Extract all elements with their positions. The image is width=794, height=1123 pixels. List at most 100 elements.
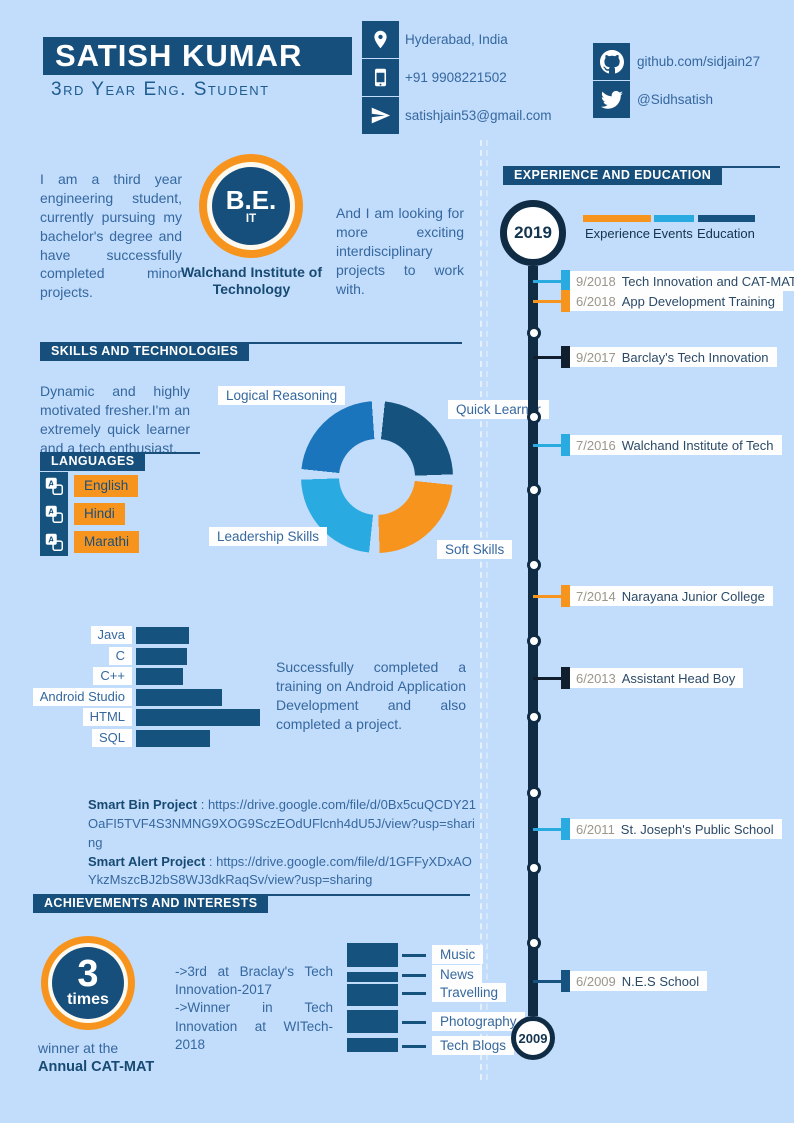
timeline-connector — [533, 980, 563, 983]
social-twitter-handle[interactable]: @Sidhsatish — [637, 92, 713, 107]
timeline-connector — [533, 356, 563, 359]
interest-block — [347, 984, 398, 1006]
github-icon — [593, 43, 630, 80]
timeline-node — [527, 936, 541, 950]
project-url[interactable]: https://drive.google.com/file/d/0Bx5cuQC… — [88, 797, 477, 850]
interest-connector — [402, 954, 426, 957]
timeline-connector — [533, 444, 563, 447]
translate-icon: A — [40, 472, 68, 500]
interest-label: News — [432, 965, 482, 984]
donut-label-logical-reasoning: Logical Reasoning — [218, 386, 346, 405]
section-title-achievements: ACHIEVEMENTS AND INTERESTS — [33, 894, 269, 913]
skills-intro: Dynamic and highly motivated fresher.I'm… — [40, 383, 190, 456]
interest-label: Travelling — [432, 983, 507, 1002]
award-count: 3 — [77, 952, 99, 995]
timeline-connector — [533, 828, 563, 831]
language-chip: Hindi — [74, 503, 125, 525]
entry-date: 9/2018 — [576, 273, 616, 289]
training-note: Successfully completed a training on And… — [276, 659, 466, 732]
language-chip: English — [74, 475, 139, 497]
entry-title: St. Joseph's Public School — [620, 821, 774, 837]
twitter-icon — [593, 81, 630, 118]
award-caption: winner at the Annual CAT-MAT — [38, 1040, 154, 1076]
award-unit: times — [67, 991, 109, 1009]
dashed-separator — [486, 140, 488, 1080]
interest-block — [347, 943, 398, 967]
entry-date: 6/2018 — [576, 293, 616, 309]
timeline-marker — [561, 585, 570, 607]
timeline-node — [527, 634, 541, 648]
donut-label-quick-learner: Quick Learner — [448, 400, 549, 419]
translate-icon: A — [40, 528, 68, 556]
timeline-marker — [561, 970, 570, 992]
contact-email[interactable]: satishjain53@gmail.com — [405, 108, 552, 123]
entry-date: 6/2011 — [576, 821, 615, 837]
achievement-note: ->3rd at Braclay's Tech Innovation-2017 — [175, 964, 333, 998]
entry-title: Narayana Junior College — [621, 588, 765, 604]
degree-branch-label: IT — [245, 213, 257, 225]
donut-hole — [339, 439, 415, 515]
timeline-node — [527, 558, 541, 572]
entry-date: 6/2009 — [576, 973, 616, 989]
projects-block: Smart Bin Project : https://drive.google… — [88, 796, 480, 890]
timeline-connector — [533, 300, 563, 303]
entry-date: 9/2017 — [576, 349, 616, 365]
timeline-node — [527, 326, 541, 340]
skill-bar — [136, 730, 211, 747]
interest-block — [347, 972, 398, 982]
entry-title: App Development Training — [621, 293, 775, 309]
skill-bar-label: HTML — [82, 708, 132, 726]
separator: : — [197, 797, 208, 812]
timeline-marker — [561, 270, 570, 292]
dashed-separator — [480, 140, 482, 1080]
entry-date: 7/2014 — [576, 588, 616, 604]
skill-bar-label: SQL — [91, 729, 132, 747]
legend-label-events: Events — [653, 226, 693, 241]
legend-swatch-events — [654, 215, 694, 222]
person-title: 3rd Year Eng. Student — [51, 79, 270, 100]
skill-bar-label: C++ — [93, 667, 132, 685]
entry-date: 7/2016 — [576, 437, 616, 453]
timeline-marker — [561, 290, 570, 312]
skill-bar — [136, 648, 187, 665]
contact-phone: +91 9908221502 — [405, 70, 507, 85]
interest-connector — [402, 992, 426, 995]
timeline-node — [527, 483, 541, 497]
institute-name: Walchand Institute of Technology — [180, 264, 323, 297]
timeline-marker — [561, 434, 570, 456]
contact-location: Hyderabad, India — [405, 32, 508, 47]
interest-connector — [402, 1045, 426, 1048]
interest-connector — [402, 974, 426, 977]
degree-label: B.E. — [225, 185, 277, 215]
interest-block — [347, 1038, 398, 1052]
entry-title: Assistant Head Boy — [621, 670, 736, 686]
timeline-node — [527, 786, 541, 800]
award-caption-line2: Annual CAT-MAT — [38, 1058, 155, 1075]
skill-bar-label: C — [108, 647, 132, 665]
degree-badge: B.E. IT — [199, 154, 303, 258]
entry-title: N.E.S School — [621, 973, 700, 989]
project-line: Smart Alert Project : https://drive.goog… — [88, 853, 480, 891]
achievement-notes: ->3rd at Braclay's Tech Innovation-2017 … — [175, 963, 333, 1054]
entry-title: Tech Innovation and CAT-MAT — [621, 273, 794, 289]
entry-date: 6/2013 — [576, 670, 616, 686]
section-title-skills: SKILLS AND TECHNOLOGIES — [40, 342, 250, 361]
about-left-paragraph: I am a third year engineering student, c… — [40, 171, 182, 301]
section-title-languages: LANGUAGES — [40, 452, 146, 471]
legend-label-experience: Experience — [585, 226, 651, 241]
timeline-connector — [533, 280, 563, 283]
timeline-node — [527, 410, 541, 424]
legend-label-education: Education — [697, 226, 755, 241]
timeline-start-year: 2019 — [500, 200, 566, 266]
project-url[interactable]: https://drive.google.com/file/d/1GFFyXDx… — [88, 853, 472, 888]
award-caption-line1: winner at the — [38, 1040, 119, 1056]
interest-label: Tech Blogs — [432, 1036, 515, 1055]
donut-label-leadership-skills: Leadership Skills — [209, 527, 328, 546]
award-badge: 3 times — [41, 936, 135, 1030]
timeline-marker — [561, 346, 570, 368]
legend-swatch-experience — [583, 215, 651, 222]
location-pin-icon — [362, 21, 399, 58]
entry-title: Walchand Institute of Tech — [621, 437, 774, 453]
social-github-handle[interactable]: github.com/sidjain27 — [637, 54, 761, 69]
